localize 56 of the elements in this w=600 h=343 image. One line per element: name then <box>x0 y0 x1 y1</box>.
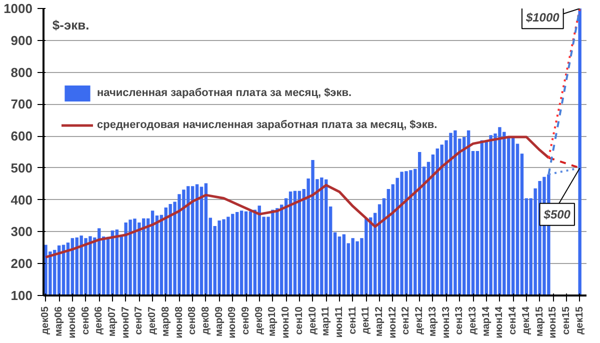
x-tick-label: дек05 <box>40 306 52 335</box>
x-tick-label: сен09 <box>240 306 252 335</box>
y-tick-label: 200 <box>10 256 33 272</box>
y-tick-label: 100 <box>10 288 33 303</box>
y-tick-label: 600 <box>10 128 33 144</box>
x-tick-label: дек07 <box>147 306 158 335</box>
x-tick-label: дек13 <box>468 306 479 335</box>
x-tick-label: дек11 <box>360 306 372 334</box>
legend-label: начисленная заработная плата за месяц, $экв. <box>97 87 352 99</box>
x-tick-label: мар08 <box>160 306 172 337</box>
x-tick-label: июн13 <box>440 306 452 338</box>
x-tick-label: дек10 <box>307 306 318 335</box>
x-tick-label: дек09 <box>254 306 265 335</box>
x-tick-label: мар15 <box>534 306 546 337</box>
x-tick-label: сен13 <box>454 306 466 335</box>
x-tick-label: сен06 <box>80 306 92 335</box>
y-tick-label: 500 <box>10 160 33 176</box>
x-tick-label: июн14 <box>494 306 506 338</box>
x-tick-label: мар12 <box>374 306 386 337</box>
x-tick-label: июн10 <box>280 306 292 338</box>
x-tick-label: июн11 <box>334 306 345 338</box>
y-tick-label: 700 <box>10 96 33 112</box>
x-tick-label: мар11 <box>320 306 332 336</box>
x-tick-label: сен15 <box>560 306 572 335</box>
x-tick-label: дек12 <box>414 306 426 335</box>
x-tick-label: июн08 <box>174 306 185 338</box>
x-tick-label: мар14 <box>480 306 492 337</box>
legend-label: среднегодовая начисленная заработная плата за месяц, $экв. <box>97 119 438 131</box>
x-tick-label: сен10 <box>294 306 305 335</box>
x-tick-label: мар10 <box>267 306 278 337</box>
y-tick-label: 300 <box>10 224 33 240</box>
x-tick-label: мар06 <box>54 306 65 337</box>
x-tick-label: дек15 <box>574 306 586 335</box>
annotation: $1000 <box>524 10 560 25</box>
x-tick-label: дек08 <box>200 306 212 335</box>
x-tick-label: июн06 <box>66 306 78 338</box>
x-tick-label: сен07 <box>134 306 145 335</box>
x-tick-label: мар07 <box>106 306 118 337</box>
x-tick-label: июн15 <box>548 306 559 338</box>
y-tick-label: 800 <box>10 64 33 80</box>
x-tick-label: дек06 <box>94 306 105 335</box>
x-tick-label: июн09 <box>227 306 238 338</box>
x-tick-label: сен14 <box>508 306 519 335</box>
x-tick-label: мар13 <box>427 306 438 337</box>
annotation: $500 <box>542 207 571 222</box>
y-axis-title: $-экв. <box>52 18 90 32</box>
x-tick-label: сен08 <box>187 306 198 335</box>
y-tick-label: 400 <box>10 192 33 208</box>
x-tick-label: июн12 <box>387 306 398 338</box>
y-tick-label: 900 <box>10 32 33 48</box>
x-tick-label: сен11 <box>347 306 358 334</box>
x-tick-label: сен12 <box>400 306 412 335</box>
y-tick-label: 1000 <box>4 1 32 16</box>
x-tick-label: дек14 <box>520 306 532 335</box>
x-tick-label: июн07 <box>120 306 132 338</box>
x-tick-label: мар09 <box>214 306 225 337</box>
